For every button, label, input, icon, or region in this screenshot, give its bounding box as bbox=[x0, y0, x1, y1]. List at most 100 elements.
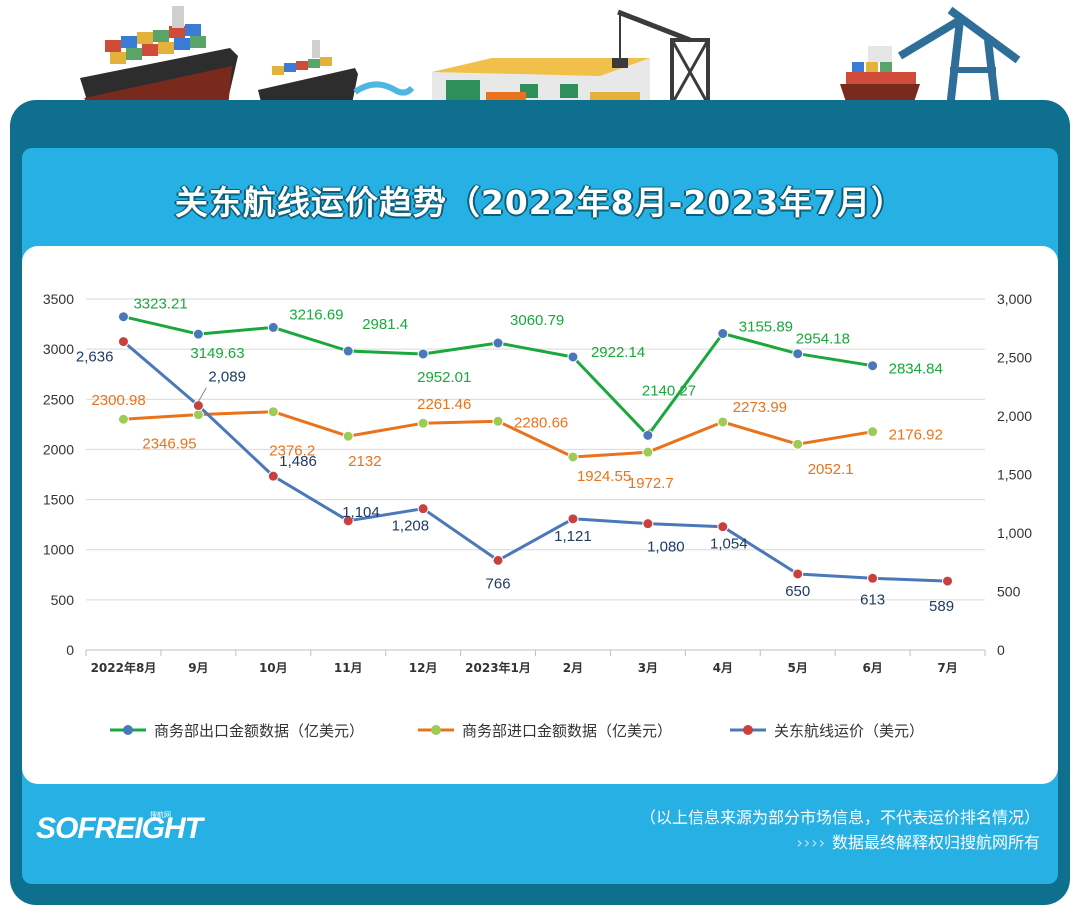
data-label-freight: 1,080 bbox=[647, 539, 685, 556]
x-tick-label: 12月 bbox=[409, 661, 438, 675]
legend-swatch-dot bbox=[123, 725, 133, 735]
data-label-import: 2261.46 bbox=[417, 396, 471, 413]
data-point-freight bbox=[567, 513, 579, 525]
data-point-import bbox=[567, 451, 579, 463]
x-axis: 2022年8月 9月 10月 11月 12月 2023年1月 2月 3月 4月 5月 6月 7月 bbox=[85, 650, 986, 675]
data-point-import bbox=[417, 417, 429, 429]
data-point-import bbox=[492, 415, 504, 427]
y-right-tick-label: 1,000 bbox=[997, 525, 1032, 541]
x-tick-label: 5月 bbox=[788, 661, 808, 675]
data-point-export bbox=[492, 337, 504, 349]
y-right-tick-label: 2,000 bbox=[997, 408, 1032, 424]
data-point-export bbox=[567, 351, 579, 363]
x-tick-label: 9月 bbox=[188, 661, 208, 675]
data-point-freight bbox=[867, 572, 879, 584]
y-left-tick-label: 2000 bbox=[43, 441, 74, 457]
x-tick-label: 3月 bbox=[638, 661, 658, 675]
data-label-import: 2376.2 bbox=[269, 443, 315, 460]
data-point-freight bbox=[792, 568, 804, 580]
container-ship-small-icon bbox=[258, 40, 415, 106]
data-label-import: 2176.92 bbox=[889, 427, 943, 444]
sofreight-logo: SOFREIGHT bbox=[36, 812, 203, 845]
data-point-import bbox=[342, 430, 354, 442]
y-left-tick-label: 0 bbox=[66, 642, 74, 658]
data-point-freight bbox=[342, 515, 354, 527]
source-note: （以上信息来源为部分市场信息，不代表运价排名情况） bbox=[639, 808, 1040, 827]
data-label-export: 2954.18 bbox=[796, 331, 850, 348]
series-layer bbox=[117, 311, 954, 587]
chevron-right-icon: ›››› bbox=[796, 833, 826, 852]
gantry-crane-icon bbox=[897, 6, 1021, 109]
x-tick-label: 4月 bbox=[713, 661, 733, 675]
y-left-tick-label: 3500 bbox=[43, 291, 74, 307]
data-label-freight: 589 bbox=[929, 598, 954, 615]
data-label-freight: 1,121 bbox=[554, 528, 592, 545]
warehouse-icon bbox=[432, 58, 650, 102]
data-point-freight bbox=[492, 554, 504, 566]
data-point-import bbox=[717, 416, 729, 428]
data-point-freight bbox=[642, 518, 654, 530]
data-labels: 3323.21 3149.63 3216.69 2981.4 2952.01 3060.7… bbox=[76, 296, 954, 615]
rights-note: ›››› 数据最终解释权归搜航网所有 bbox=[796, 829, 1040, 853]
x-tick-label: 2022年8月 bbox=[91, 660, 157, 675]
rights-text: 数据最终解释权归搜航网所有 bbox=[831, 833, 1040, 852]
data-point-import bbox=[642, 446, 654, 458]
data-label-export: 2140.27 bbox=[642, 382, 696, 399]
data-label-import: 2132 bbox=[348, 453, 381, 470]
data-label-export: 2981.4 bbox=[362, 316, 408, 333]
x-tick-label: 11月 bbox=[334, 661, 363, 675]
data-point-import bbox=[117, 413, 129, 425]
data-point-freight bbox=[117, 336, 129, 348]
data-point-export bbox=[417, 348, 429, 360]
data-label-export: 3060.79 bbox=[510, 312, 564, 329]
data-label-freight: 650 bbox=[785, 583, 810, 600]
data-point-freight bbox=[717, 521, 729, 533]
data-point-freight bbox=[942, 575, 954, 587]
data-point-export bbox=[117, 311, 129, 323]
data-label-freight: 1,486 bbox=[279, 453, 317, 470]
data-label-import: 2052.1 bbox=[808, 461, 854, 478]
y-left-tick-label: 1000 bbox=[43, 542, 74, 558]
data-point-freight bbox=[417, 503, 429, 515]
data-point-import bbox=[267, 406, 279, 418]
data-label-import: 2300.98 bbox=[91, 392, 145, 409]
data-label-import: 1924.55 bbox=[577, 468, 631, 485]
data-point-freight bbox=[267, 470, 279, 482]
data-point-export bbox=[867, 360, 879, 372]
data-point-export bbox=[642, 429, 654, 441]
data-point-import bbox=[192, 409, 204, 421]
data-label-import: 2280.66 bbox=[514, 414, 568, 431]
data-label-freight: 2,636 bbox=[76, 349, 114, 366]
data-label-freight: 766 bbox=[486, 575, 511, 592]
data-point-export bbox=[192, 328, 204, 340]
data-label-freight: 1,208 bbox=[392, 518, 430, 535]
data-label-export: 2834.84 bbox=[889, 361, 943, 378]
data-label-import: 2273.99 bbox=[733, 399, 787, 416]
y-left-tick-label: 1500 bbox=[43, 492, 74, 508]
data-label-export: 2952.01 bbox=[417, 369, 471, 386]
y-right-tick-label: 500 bbox=[997, 584, 1021, 600]
data-label-export: 3149.63 bbox=[190, 345, 244, 362]
legend-label: 关东航线运价（美元） bbox=[774, 722, 924, 740]
legend-label: 商务部进口金额数据（亿美元） bbox=[462, 722, 672, 740]
container-ship-icon bbox=[80, 6, 238, 110]
y-right-tick-label: 1,500 bbox=[997, 467, 1032, 483]
data-label-freight: 1,104 bbox=[342, 504, 380, 521]
data-label-import: 2346.95 bbox=[142, 436, 196, 453]
data-label-export: 3323.21 bbox=[133, 296, 187, 313]
series-line-freight bbox=[122, 340, 948, 583]
logo-subtitle: 搜航网 bbox=[150, 811, 171, 819]
legend-label: 商务部出口金额数据（亿美元） bbox=[154, 722, 364, 740]
chart-title: 关东航线运价趋势（2022年8月-2023年7月） bbox=[174, 183, 906, 222]
y-right-tick-label: 2,500 bbox=[997, 350, 1032, 366]
y-right-tick-label: 3,000 bbox=[997, 291, 1032, 307]
data-label-freight: 2,089 bbox=[208, 369, 246, 386]
data-label-freight: 613 bbox=[860, 591, 885, 608]
x-tick-label: 2月 bbox=[563, 661, 583, 675]
data-label-export: 2922.14 bbox=[591, 344, 645, 361]
y-left-tick-label: 500 bbox=[51, 592, 75, 608]
data-point-freight bbox=[192, 400, 204, 412]
label-leader-line bbox=[647, 429, 651, 432]
